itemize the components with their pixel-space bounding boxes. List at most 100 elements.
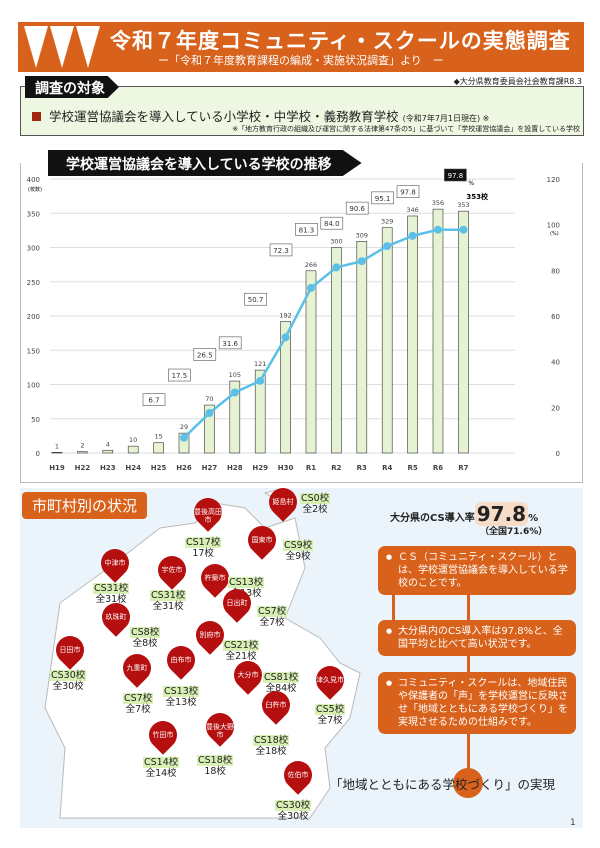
x-tick-label: H26 xyxy=(176,464,192,472)
cs-count: CS18校 xyxy=(197,755,234,766)
logo-triangle-icon xyxy=(24,26,48,68)
rate-unit: % xyxy=(468,180,474,187)
municipality-name: 杵築市 xyxy=(204,574,226,582)
target-section xyxy=(20,86,584,136)
municipality-count: CS13校全13校 xyxy=(163,686,200,708)
rate-point xyxy=(180,433,188,442)
cs-rate: 大分県のCS導入率 97.8% xyxy=(390,502,538,526)
target-date: (令和7年7月1日現在) ※ xyxy=(402,114,490,123)
rate-label: 97.8 xyxy=(448,172,464,180)
total-count: 全84校 xyxy=(265,683,297,694)
y-tick-label: 50 xyxy=(31,416,40,424)
header-banner: 令和７年度コミュニティ・スクールの実態調査 ー「令和７年度教育課程の編成・実施状… xyxy=(18,22,584,72)
bar xyxy=(280,321,291,454)
square-bullet-icon xyxy=(32,112,41,121)
rate-point xyxy=(408,231,417,240)
y-tick-label: 200 xyxy=(27,313,40,321)
y-tick-label: 100 xyxy=(27,382,40,390)
rate-label: 31.6 xyxy=(222,340,238,348)
rate-label: 26.5 xyxy=(197,351,213,359)
rate-label: 17.5 xyxy=(172,372,188,380)
total-count: 全7校 xyxy=(125,704,151,715)
last-bar-label: 353校 xyxy=(466,192,489,201)
rate-label-box xyxy=(168,368,191,382)
bar xyxy=(229,380,241,454)
rate-label-box xyxy=(244,292,267,306)
cs-count: CS31校 xyxy=(93,583,130,594)
rate-point xyxy=(357,257,366,266)
cs-count: CS5校 xyxy=(315,704,346,715)
total-count: 全30校 xyxy=(52,681,84,692)
bar xyxy=(458,210,469,454)
bar-value-label: 329 xyxy=(381,218,393,226)
municipality-count: CS8校 全8校 xyxy=(130,627,161,649)
y-tick-label: 350 xyxy=(27,210,40,218)
bar-value-label: 105 xyxy=(229,371,241,379)
total-count: 全8校 xyxy=(132,638,158,649)
bar xyxy=(77,451,88,454)
total-count: 全13校 xyxy=(165,697,197,708)
bar xyxy=(331,247,342,454)
logo-triangle-icon xyxy=(50,26,74,68)
chart-frame xyxy=(20,163,583,483)
bar-value-label: 266 xyxy=(305,261,317,269)
rate-point xyxy=(307,283,315,292)
total-count: 17校 xyxy=(192,548,214,559)
rate-label: 90.6 xyxy=(349,205,365,213)
x-tick-label: H23 xyxy=(100,464,116,472)
trend-chart: 0 50 100 150 200 250 300 350 400 0 20 40 60 80 100 120 (… xyxy=(27,168,560,472)
municipality-count: CS0校 全2校 xyxy=(300,493,331,515)
total-count: 全31校 xyxy=(95,594,127,605)
bar xyxy=(254,369,266,454)
municipality-count: CS9校 全9校 xyxy=(283,540,314,562)
bar xyxy=(153,442,164,454)
rate-label-box xyxy=(269,243,293,257)
municipality-name: 九重町 xyxy=(126,664,148,672)
rate-point xyxy=(281,333,290,342)
municipality-count: CS81校 全84校 xyxy=(263,672,300,694)
municipality-name: 宇佐市 xyxy=(161,566,183,574)
cs-count: CS31校 xyxy=(150,590,187,601)
total-count: 全31校 xyxy=(152,601,184,612)
rate-point xyxy=(459,225,468,234)
rate-label-box xyxy=(444,168,467,182)
total-count: 全2校 xyxy=(302,504,328,515)
bar-value-label: 2 xyxy=(80,442,84,450)
x-tick-label: R1 xyxy=(306,464,316,472)
y-tick-label: 150 xyxy=(27,347,40,355)
total-count: 全7校 xyxy=(317,715,343,726)
source-note: ◆大分県教育委員会社会教育課R8.3 xyxy=(453,77,582,86)
bar-value-label: 353 xyxy=(457,201,469,209)
rate-label: 95.1 xyxy=(375,195,391,203)
municipality-name: 豊後高田市 xyxy=(194,508,222,524)
y-axis-label: (校数) xyxy=(28,186,42,193)
cs-count: CS7校 xyxy=(257,606,288,617)
municipality-count: CS17校 17校 xyxy=(185,537,222,559)
municipality-count: CS18校 18校 xyxy=(197,755,234,777)
bar-value-label: 346 xyxy=(406,206,418,214)
municipality-name: 玖珠町 xyxy=(105,613,127,621)
target-description: 学校運営協議会を導入している小学校・中学校・義務教育学校 (令和7年7月1日現在… xyxy=(32,106,489,125)
highlight-circle xyxy=(453,768,483,798)
municipality-name: 津久見市 xyxy=(316,676,344,684)
rate-label: 50.7 xyxy=(248,296,264,304)
total-count: 全14校 xyxy=(145,768,177,779)
municipality-count: CS31校 全31校 xyxy=(93,583,130,605)
municipality-name: 佐伯市 xyxy=(287,771,309,779)
rate-point xyxy=(205,409,214,418)
y-tick-label: 300 xyxy=(27,245,40,253)
info-box: コミュニティ・スクールは、地域住民や保護者の「声」を学校運営に反映させ「地域とと… xyxy=(378,672,576,734)
rate-label: 6.7 xyxy=(148,397,159,405)
x-tick-label: R3 xyxy=(357,464,367,472)
bar-value-label: 1 xyxy=(55,442,59,450)
x-tick-label: H29 xyxy=(252,464,268,472)
x-tick-label: R5 xyxy=(407,464,417,472)
bar-value-label: 70 xyxy=(205,395,213,403)
municipality-count: CS18校 全18校 xyxy=(253,735,290,757)
y2-tick-label: 40 xyxy=(551,359,560,367)
rate-label: 72.3 xyxy=(273,247,289,255)
cs-count: CS30校 xyxy=(275,800,312,811)
cs-count: CS0校 xyxy=(300,493,331,504)
total-count: 全9校 xyxy=(285,551,311,562)
rate-unit: % xyxy=(528,513,539,524)
